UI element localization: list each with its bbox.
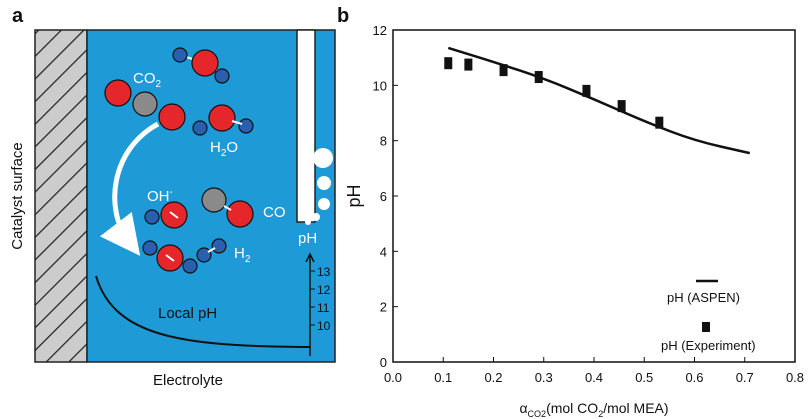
- co-molecule-icon: [201, 187, 254, 228]
- water-molecule-icon: [172, 47, 230, 84]
- ph-scale-tick: 13: [317, 265, 331, 279]
- co-bubbles-icon: [305, 148, 333, 225]
- experiment-data-point: [464, 58, 473, 71]
- x-tick-label: 0.6: [685, 370, 703, 385]
- electrolyte-label: Electrolyte: [153, 372, 223, 389]
- hydrogen-molecule-icon: [196, 238, 227, 263]
- oh-label: OH-: [147, 187, 173, 205]
- aspen-series-line: [447, 46, 751, 155]
- panel-a: a Catalyst surface Electrolyte CO2: [9, 5, 336, 389]
- legend-marker-swatch: [702, 322, 710, 332]
- local-ph-curve: [95, 275, 311, 348]
- y-axis-ticks: 0 2 4 6 8 10 12: [373, 23, 398, 370]
- local-ph-label: Local pH: [158, 305, 217, 322]
- experiment-data-point: [582, 84, 591, 97]
- x-tick-label: 0.7: [736, 370, 754, 385]
- hydroxide-molecule-icon: [144, 201, 188, 229]
- ph-scale-tick: 12: [317, 283, 331, 297]
- y-tick-label: 6: [380, 189, 387, 204]
- ph-scale-title: pH: [298, 230, 317, 247]
- x-axis-label: αCO2(mol CO2/mol MEA): [519, 400, 668, 419]
- ph-scale-tick: 11: [317, 301, 330, 315]
- panel-a-label: a: [12, 5, 24, 27]
- catalyst-label: Catalyst surface: [9, 142, 26, 250]
- co2-label: CO2: [133, 70, 162, 90]
- h2o-label: H2O: [210, 139, 238, 159]
- ph-scale: 13 12 11 10: [305, 252, 331, 356]
- experiment-data-point: [655, 116, 664, 129]
- experiment-data-point: [444, 57, 453, 70]
- x-tick-label: 0.3: [535, 370, 553, 385]
- y-tick-label: 10: [373, 78, 387, 93]
- y-tick-label: 0: [380, 355, 387, 370]
- water-molecule-icon: [192, 104, 254, 136]
- y-axis-label: pH: [344, 184, 364, 207]
- ph-scale-tick: 10: [317, 319, 331, 333]
- water-molecule-icon: [142, 240, 198, 274]
- catalyst-surface: [34, 29, 88, 363]
- panel-b-label: b: [337, 5, 349, 27]
- experiment-series-markers: [444, 57, 664, 129]
- h2-label: H2: [234, 245, 251, 265]
- legend: pH (ASPEN) pH (Experiment): [661, 279, 756, 353]
- x-axis-ticks: 0.0 0.1 0.2 0.3 0.4 0.5 0.6 0.7 0.8: [384, 357, 804, 385]
- ph-probe: [296, 29, 316, 223]
- x-tick-label: 0.1: [434, 370, 452, 385]
- experiment-data-point: [499, 64, 508, 77]
- experiment-data-point: [534, 71, 543, 84]
- x-tick-label: 0.2: [484, 370, 502, 385]
- co-label: CO: [263, 204, 286, 221]
- plot-frame: [392, 29, 796, 363]
- legend-aspen-label: pH (ASPEN): [667, 290, 740, 305]
- panel-b: b 0.0 0.1 0.2 0.3 0.4 0.5 0.6 0.7 0.8 024681012 …: [337, 5, 804, 419]
- y-tick-label: 12: [373, 23, 387, 38]
- y-tick-label: 2: [380, 300, 387, 315]
- reaction-arrow-icon: [99, 121, 160, 256]
- x-tick-label: 0.5: [635, 370, 653, 385]
- y-tick-label: 4: [380, 244, 387, 259]
- legend-experiment-label: pH (Experiment): [661, 338, 756, 353]
- experiment-data-point: [617, 100, 626, 113]
- y-tick-label: 8: [380, 134, 387, 149]
- x-tick-label: 0.0: [384, 370, 402, 385]
- x-tick-label: 0.4: [585, 370, 603, 385]
- x-tick-label: 0.8: [786, 370, 804, 385]
- co2-molecule-icon: [104, 79, 186, 131]
